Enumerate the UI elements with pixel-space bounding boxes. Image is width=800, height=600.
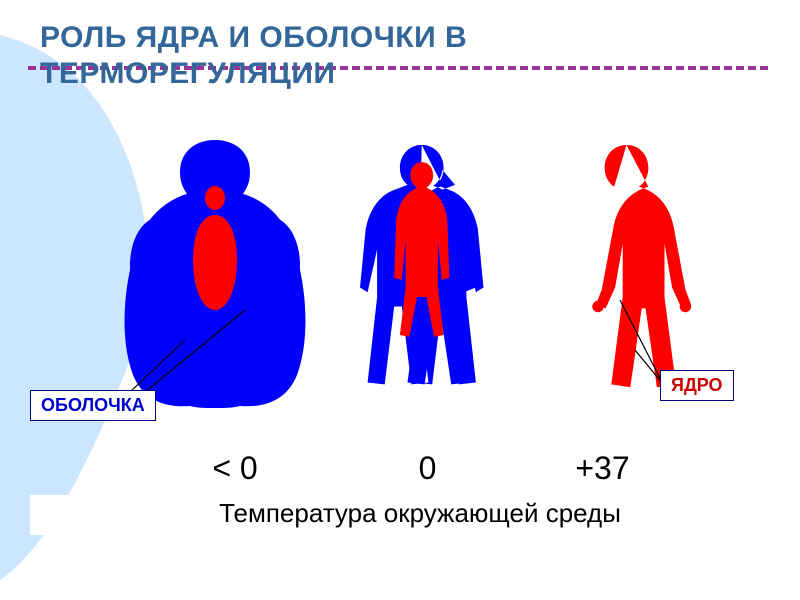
core-label-text: ЯДРО: [671, 375, 723, 395]
core-label-box: ЯДРО: [660, 370, 734, 401]
core-pointer-lines: [0, 0, 800, 600]
shell-label-box: ОБОЛОЧКА: [30, 390, 156, 421]
shell-label-text: ОБОЛОЧКА: [41, 395, 145, 415]
